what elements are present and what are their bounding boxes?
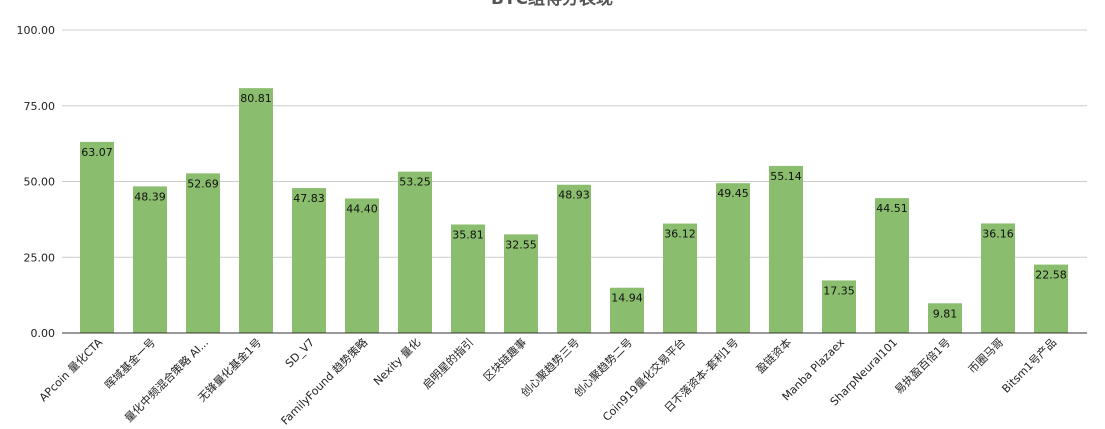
- y-tick-label: 0.00: [31, 327, 56, 340]
- bar: [875, 198, 909, 333]
- y-tick-label: 100.00: [17, 24, 56, 37]
- x-tick-label: Nexity 量化: [370, 335, 423, 388]
- bar: [186, 173, 220, 333]
- data-label: 48.93: [558, 189, 590, 202]
- data-label: 22.58: [1035, 269, 1067, 282]
- bar: [292, 188, 326, 333]
- bar: [239, 88, 273, 334]
- x-tick-label: 晖域基金一号: [102, 335, 159, 392]
- x-tick-label: APcoin 量化CTA: [36, 335, 105, 404]
- data-label: 47.83: [293, 192, 325, 205]
- chart-title: BTC组得分表现: [491, 0, 613, 9]
- data-label: 44.40: [346, 202, 378, 215]
- bar: [981, 223, 1015, 333]
- y-tick-label: 75.00: [24, 100, 56, 113]
- bar: [451, 224, 485, 333]
- data-label: 35.81: [452, 228, 484, 241]
- bar: [769, 165, 803, 333]
- x-tick-label: 盈链资本: [753, 335, 794, 376]
- data-label: 52.69: [187, 177, 219, 190]
- data-label: 48.39: [134, 190, 166, 203]
- bar: [822, 280, 856, 333]
- bar: [928, 303, 962, 333]
- data-label: 53.25: [399, 176, 431, 189]
- bar: [663, 223, 697, 333]
- data-label: 14.94: [611, 292, 643, 305]
- bar: [610, 287, 644, 333]
- bar: [716, 183, 750, 333]
- x-tick-label: 启明星的指引: [420, 335, 477, 392]
- x-tick-label: 币圈马哥: [966, 336, 1006, 376]
- x-tick-label: FamilyFound 趋势策略: [278, 335, 370, 427]
- bar: [1034, 264, 1068, 333]
- data-label: 80.81: [240, 92, 272, 105]
- bar: [557, 184, 591, 333]
- x-tick-label: 易执盈百倍1号: [892, 335, 954, 397]
- bar: [504, 234, 538, 333]
- bar: [80, 141, 114, 333]
- x-tick-label: 区块链趣事: [480, 335, 529, 384]
- bar: [398, 171, 432, 333]
- data-label: 36.12: [664, 228, 696, 241]
- data-label: 63.07: [81, 146, 113, 159]
- data-label: 36.16: [982, 227, 1014, 240]
- data-label: 32.55: [505, 238, 537, 251]
- data-label: 44.51: [876, 202, 908, 215]
- x-tick-label: Bitsm1号产品: [999, 335, 1059, 395]
- data-label: 9.81: [933, 307, 958, 320]
- x-tick-label: SD_V7: [283, 336, 317, 370]
- bar: [345, 198, 379, 333]
- data-label: 55.14: [770, 170, 802, 183]
- data-label: 49.45: [717, 187, 749, 200]
- y-tick-label: 25.00: [24, 251, 56, 264]
- data-label: 17.35: [823, 284, 855, 297]
- y-tick-label: 50.00: [24, 176, 56, 189]
- bar: [133, 186, 167, 333]
